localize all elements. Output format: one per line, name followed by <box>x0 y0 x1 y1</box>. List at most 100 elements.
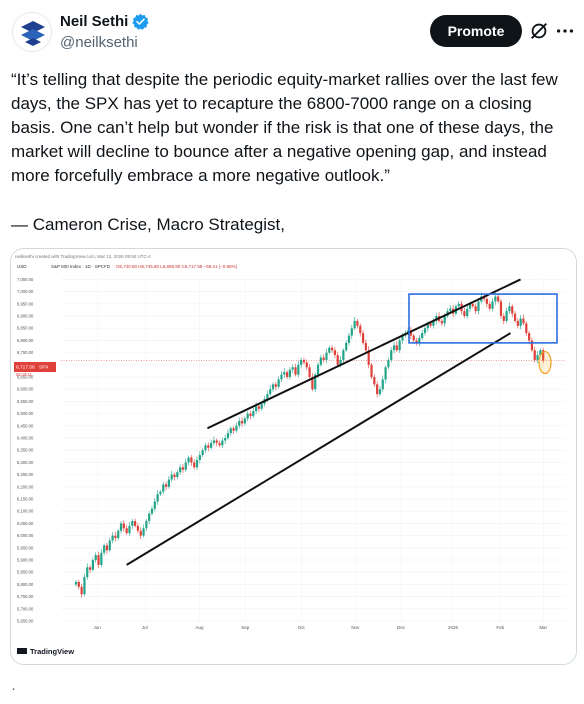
y-tick-label: 6,200.00 <box>17 484 34 489</box>
candle-body <box>184 462 187 470</box>
candle-body <box>361 333 365 343</box>
candle-body <box>328 347 331 353</box>
candle-body <box>209 442 213 448</box>
x-tick-label: Feb <box>496 625 504 630</box>
candle-body <box>190 457 193 463</box>
candle-body <box>269 389 272 395</box>
candle-body <box>83 577 86 595</box>
candle-body <box>350 328 353 336</box>
y-tick-label: 5,850.00 <box>17 570 34 575</box>
candle-body <box>249 413 252 417</box>
promote-button[interactable]: Promote <box>430 15 522 47</box>
candle-body <box>283 372 286 375</box>
candle-body <box>128 525 131 534</box>
chart-symbol: S&P 500 Index · 1D · SPCFD <box>51 264 111 269</box>
grok-slash-icon[interactable] <box>528 20 550 42</box>
candle-body <box>134 520 137 526</box>
candle-body <box>305 362 308 368</box>
candle-body <box>88 567 92 570</box>
candle-body <box>373 377 376 385</box>
candle-body <box>142 528 145 536</box>
y-tick-label: 6,250.00 <box>17 472 34 477</box>
price-label: 6,717.58 <box>16 365 35 371</box>
y-tick-label: 5,650.00 <box>17 619 34 624</box>
candle-body <box>426 323 429 329</box>
candle-body <box>181 467 185 470</box>
candle-body <box>238 420 241 426</box>
candle-body <box>370 364 373 378</box>
candle-body <box>516 320 519 326</box>
candle-body <box>367 350 370 365</box>
x-tick-label: 2026 <box>448 625 459 630</box>
y-tick-label: 6,900.00 <box>17 314 34 319</box>
author-name[interactable]: Neil Sethi <box>60 13 129 30</box>
price-sub: 05:19:11 <box>16 372 33 377</box>
candle-body <box>159 491 162 495</box>
candle-body <box>224 438 227 441</box>
candle-body <box>294 367 297 375</box>
y-tick-label: 5,900.00 <box>17 558 34 563</box>
tweet-meta: · <box>11 680 16 697</box>
more-dots-icon[interactable] <box>554 20 576 42</box>
candle-body <box>111 535 114 541</box>
candle-body <box>311 377 314 390</box>
price-label-box <box>14 362 56 372</box>
candle-body <box>150 508 154 514</box>
candle-body <box>246 413 249 419</box>
candle-body <box>288 369 291 378</box>
candle-body <box>145 520 148 529</box>
chart-x-axis: Jun Jul Aug Sep Oct Nov Dec 2026 Feb Mar <box>93 625 547 630</box>
candle-body <box>100 552 103 565</box>
candle-body <box>432 320 435 326</box>
x-tick-label: Mar <box>539 625 547 630</box>
candle-body <box>418 337 421 343</box>
chart-image[interactable]: neilksethi created with TradingView.com,… <box>10 248 577 665</box>
candle-body <box>148 513 151 521</box>
candle-body <box>314 374 317 390</box>
chart-header-left: neilksethi created with TradingView.com,… <box>15 254 151 259</box>
candle-body <box>167 479 170 487</box>
candle-body <box>412 335 415 341</box>
sp-logo-icon <box>13 13 51 51</box>
candle-body <box>387 359 390 368</box>
candle-body <box>218 442 221 446</box>
tweet-body: “It’s telling that despite the periodic … <box>11 70 558 185</box>
chart-ohlc: O6,740.80 H6,745.80 L6,698.90 C6,717.58 … <box>116 264 238 269</box>
x-tick-label: Jul <box>142 625 148 630</box>
range-box <box>408 293 558 344</box>
candle-body <box>508 306 511 312</box>
candle-body <box>271 384 275 390</box>
author-name-row[interactable]: Neil Sethi <box>60 13 150 30</box>
candle-body <box>395 345 398 351</box>
candle-body <box>339 359 342 365</box>
candle-body <box>240 420 244 424</box>
candle-body <box>297 364 300 375</box>
x-tick-label: Dec <box>397 625 406 630</box>
y-tick-label: 5,800.00 <box>17 582 34 587</box>
y-tick-label: 5,950.00 <box>17 545 34 550</box>
candle-body <box>162 484 165 492</box>
candle-body <box>212 440 216 443</box>
author-handle[interactable]: @neilksethi <box>60 34 138 51</box>
avatar[interactable] <box>12 12 52 52</box>
candle-body <box>421 333 424 338</box>
candle-body <box>322 357 325 360</box>
y-tick-label: 7,050.00 <box>17 277 34 282</box>
candle-body <box>176 472 179 478</box>
candle-body <box>336 355 339 365</box>
channel-upper-line <box>207 278 521 430</box>
candle-body <box>325 352 328 360</box>
candle-body <box>103 545 106 553</box>
spx-chart: neilksethi created with TradingView.com,… <box>11 249 576 664</box>
y-tick-label: 5,750.00 <box>17 594 34 599</box>
y-tick-label: 6,550.00 <box>17 399 34 404</box>
candle-body <box>477 301 480 312</box>
x-tick-label: Sep <box>241 625 250 630</box>
candle-body <box>105 545 109 551</box>
candle-body <box>277 379 280 387</box>
chart-annotations <box>126 278 558 566</box>
candle-body <box>91 560 94 570</box>
candle-body <box>392 345 396 351</box>
candle-body <box>429 323 432 326</box>
candle-body <box>536 355 539 360</box>
